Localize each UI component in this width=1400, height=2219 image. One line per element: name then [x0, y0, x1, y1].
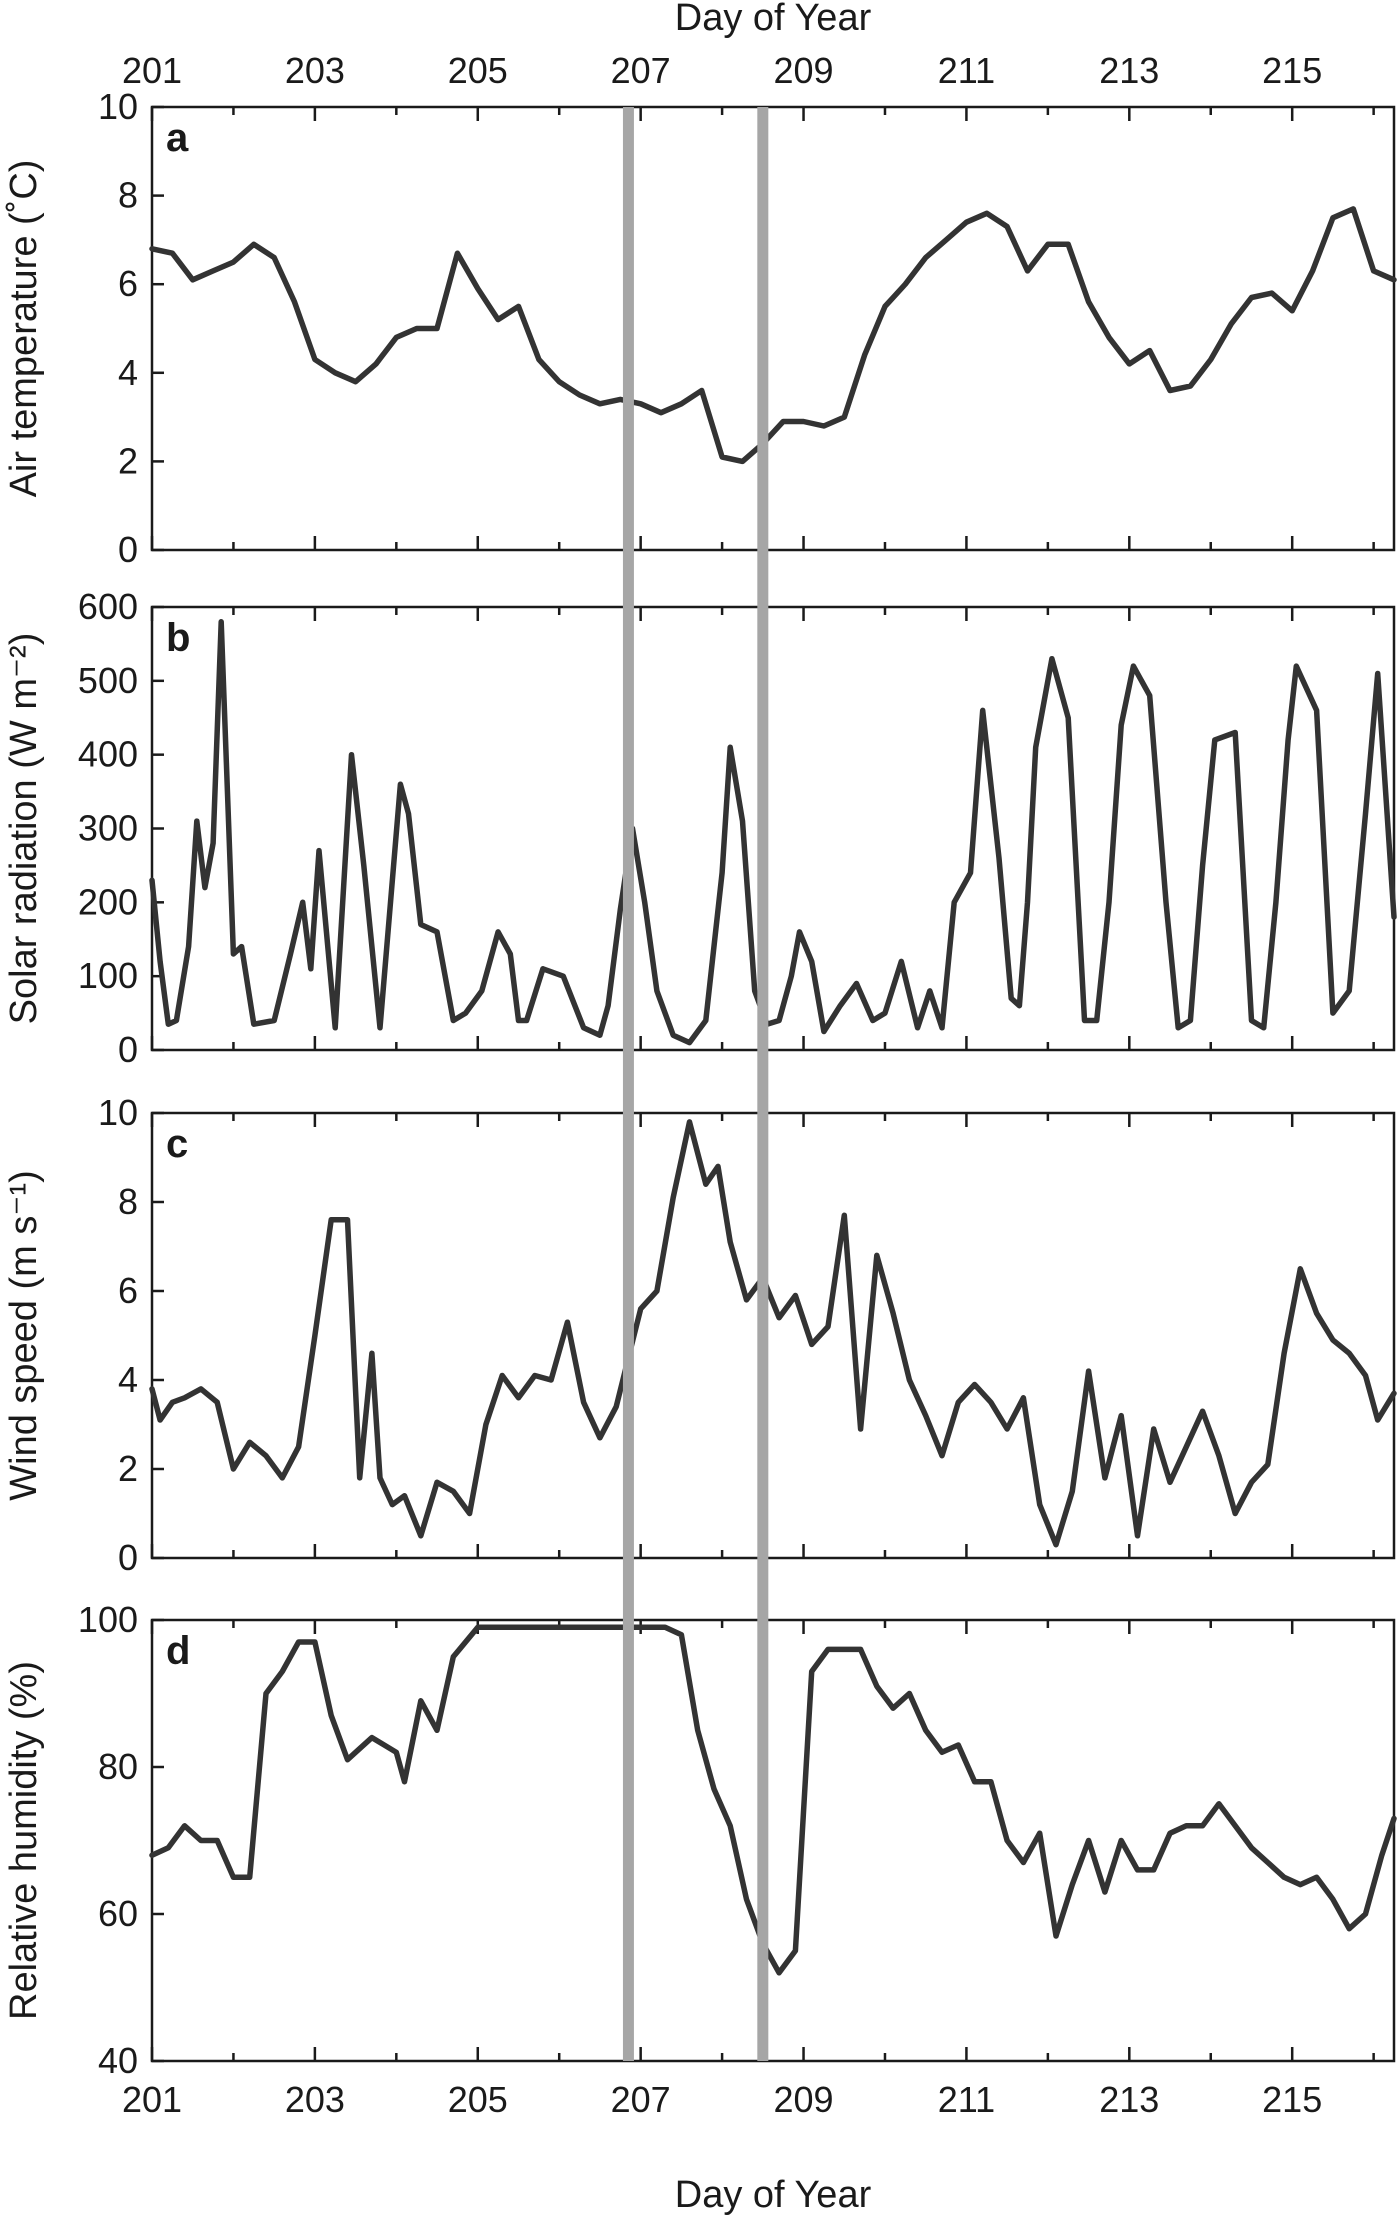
top-x-tick-label: 215: [1262, 50, 1322, 91]
top-x-tick-label: 209: [774, 50, 834, 91]
top-x-tick-label: 205: [448, 50, 508, 91]
bottom-x-tick-label: 215: [1262, 2079, 1322, 2120]
bottom-x-tick-label: 201: [122, 2079, 182, 2120]
y-tick-label-c: 2: [118, 1448, 138, 1489]
bottom-x-tick-label: 209: [774, 2079, 834, 2120]
y-tick-label-c: 6: [118, 1270, 138, 1311]
top-x-tick-label: 201: [122, 50, 182, 91]
panel-a-frame: [150, 105, 1396, 552]
top-x-tick-label: 211: [938, 50, 995, 91]
y-axis-title-a: Air temperature (˚C): [3, 160, 45, 498]
y-tick-label-b: 0: [118, 1029, 138, 1070]
y-tick-label-b: 400: [78, 734, 138, 775]
y-tick-label-a: 4: [118, 352, 138, 393]
top-x-axis-title: Day of Year: [675, 0, 872, 39]
y-tick-label-b: 500: [78, 660, 138, 701]
y-tick-label-a: 8: [118, 175, 138, 216]
y-tick-label-a: 0: [118, 529, 138, 570]
top-x-tick-label: 207: [611, 50, 671, 91]
top-x-tick-label: 203: [285, 50, 345, 91]
series-line-d: [149, 1624, 1397, 1976]
y-tick-label-d: 80: [98, 1746, 138, 1787]
series-line-c: [149, 1119, 1397, 1548]
y-tick-label-c: 10: [98, 1092, 138, 1133]
bottom-x-tick-label: 203: [285, 2079, 345, 2120]
series-line-b: [149, 619, 1397, 1046]
y-tick-label-a: 2: [118, 440, 138, 481]
panel-letter-b: b: [166, 616, 190, 660]
y-tick-label-a: 10: [98, 86, 138, 127]
panel-c: 0 2 4 6 8 10 c Wind speed (m s⁻¹): [3, 1092, 1397, 1578]
panel-d-frame: [150, 1618, 1396, 2063]
y-tick-label-d: 40: [98, 2040, 138, 2081]
y-tick-label-a: 6: [118, 263, 138, 304]
bottom-x-tick-label: 207: [611, 2079, 671, 2120]
y-axis-title-c: Wind speed (m s⁻¹): [3, 1170, 45, 1500]
bottom-x-tick-label: 211: [938, 2079, 995, 2120]
panel-a: 0 2 4 6 8 10 a Air temperature (˚C): [3, 86, 1397, 570]
y-axis-title-d: Relative humidity (%): [3, 1661, 45, 2020]
panel-c-frame: [150, 1111, 1396, 1560]
y-tick-label-b: 600: [78, 586, 138, 627]
panel-letter-d: d: [166, 1629, 190, 1673]
y-tick-label-c: 0: [118, 1537, 138, 1578]
top-x-tick-label: 213: [1099, 50, 1159, 91]
y-tick-label-b: 300: [78, 808, 138, 849]
y-tick-label-b: 200: [78, 881, 138, 922]
panel-b: 0 100 200 300 400 500 600 b Solar radiation (W m…: [3, 586, 1397, 1070]
y-tick-label-c: 8: [118, 1181, 138, 1222]
vertical-marker-lines: [622, 107, 769, 2061]
bottom-x-axis-title: Day of Year: [675, 2174, 872, 2216]
bottom-x-tick-label: 213: [1099, 2079, 1159, 2120]
y-tick-label-b: 100: [78, 955, 138, 996]
y-tick-label-c: 4: [118, 1359, 138, 1400]
bottom-x-tick-label: 205: [448, 2079, 508, 2120]
panel-letter-a: a: [166, 116, 189, 160]
y-tick-label-d: 100: [78, 1599, 138, 1640]
panel-letter-c: c: [166, 1122, 188, 1166]
series-line-a: [149, 206, 1397, 465]
y-tick-label-d: 60: [98, 1893, 138, 1934]
y-axis-title-b: Solar radiation (W m⁻²): [3, 633, 45, 1025]
panel-d: 40 60 80 100 d Relative humidity (%): [3, 1599, 1397, 2081]
